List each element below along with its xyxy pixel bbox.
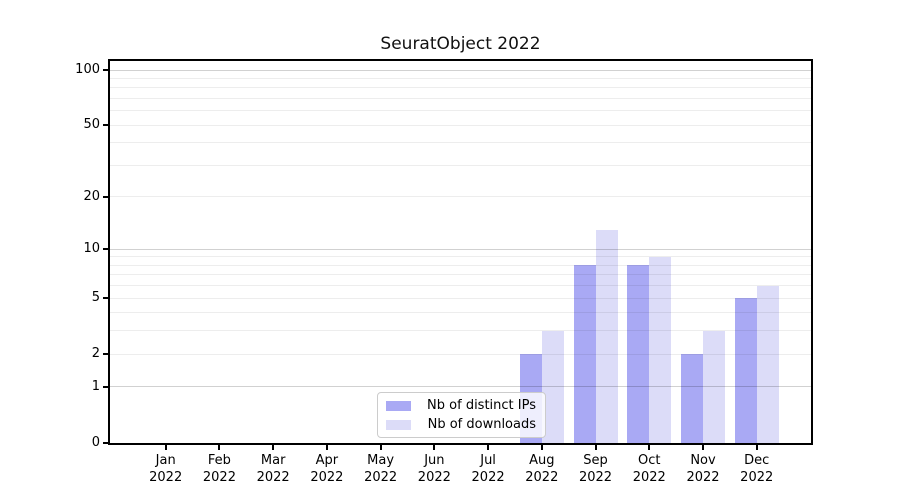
gridline-minor — [110, 330, 811, 332]
y-tick — [103, 297, 110, 300]
plot-area — [108, 59, 813, 445]
chart-title: SeuratObject 2022 — [380, 34, 541, 54]
legend-entry-distinct-ips: Nb of distinct IPs — [386, 398, 536, 413]
x-tick-label: Dec 2022 — [740, 453, 774, 485]
x-tick — [540, 443, 543, 450]
bars-layer — [110, 61, 811, 443]
bar-distinct-ips-sep — [573, 265, 596, 443]
x-tick-label: Jul 2022 — [471, 453, 505, 485]
gridline-minor — [110, 264, 811, 266]
x-tick — [325, 443, 328, 450]
gridline-minor — [110, 285, 811, 287]
y-tick-label: 0 — [91, 435, 100, 450]
gridline-minor — [110, 353, 811, 355]
bar-distinct-ips-dec — [734, 298, 757, 443]
x-tick — [702, 443, 704, 450]
bar-downloads-sep — [595, 229, 618, 443]
grid-layer — [110, 61, 811, 443]
legend-swatch-distinct-ips — [386, 400, 411, 411]
y-tick-label: 2 — [91, 346, 100, 362]
y-tick-label: 100 — [75, 62, 100, 78]
gridline-major — [110, 386, 811, 388]
x-tick — [218, 443, 221, 450]
bar-downloads-nov — [703, 330, 725, 443]
y-tick-label: 20 — [83, 188, 100, 204]
x-tick — [272, 443, 275, 450]
gridline-minor — [110, 297, 811, 299]
x-tick-label: Oct 2022 — [632, 453, 666, 485]
legend-label-downloads: Nb of downloads — [427, 417, 536, 432]
x-tick-label: Apr 2022 — [310, 453, 344, 485]
gridline-minor — [110, 98, 811, 100]
gridline-major — [110, 248, 811, 250]
x-tick-label: Jan 2022 — [149, 453, 183, 485]
gridline-minor — [110, 87, 811, 89]
x-tick — [487, 443, 490, 450]
bar-downloads-dec — [756, 285, 779, 443]
gridline-minor — [110, 142, 811, 144]
x-tick — [755, 443, 758, 450]
x-tick-label: Nov 2022 — [686, 453, 720, 485]
x-tick-label: Feb 2022 — [202, 453, 236, 485]
legend-entry-downloads: Nb of downloads — [386, 417, 536, 432]
gridline-minor — [110, 274, 811, 276]
x-tick — [433, 443, 436, 450]
y-tick — [103, 353, 110, 356]
bar-distinct-ips-nov — [681, 354, 703, 443]
y-tick — [103, 195, 110, 198]
gridline-minor — [110, 312, 811, 314]
gridline-minor — [110, 124, 811, 126]
bar-downloads-oct — [649, 256, 672, 443]
y-tick — [103, 385, 110, 388]
x-tick-label: Aug 2022 — [525, 453, 559, 485]
x-tick-label: May 2022 — [364, 453, 398, 485]
gridline-minor — [110, 110, 811, 112]
x-tick — [648, 443, 651, 450]
y-tick-label: 50 — [83, 117, 100, 133]
gridline-minor — [110, 256, 811, 258]
y-tick-label: 5 — [91, 290, 100, 306]
y-tick — [103, 248, 110, 251]
legend-label-distinct-ips: Nb of distinct IPs — [427, 398, 536, 413]
bar-downloads-aug — [541, 330, 564, 443]
bar-distinct-ips-oct — [627, 265, 650, 443]
y-tick — [103, 69, 110, 72]
x-tick — [164, 443, 167, 450]
gridline-minor — [110, 165, 811, 166]
x-tick — [594, 443, 597, 450]
y-tick — [103, 442, 110, 444]
gridline-major — [110, 69, 811, 71]
y-tick-label: 10 — [83, 241, 100, 257]
y-tick-label: 1 — [91, 378, 100, 394]
y-tick — [103, 124, 110, 127]
legend: Nb of distinct IPs Nb of downloads — [377, 392, 546, 438]
x-tick-label: Jun 2022 — [417, 453, 451, 485]
gridline-minor — [110, 77, 811, 79]
legend-swatch-downloads — [386, 419, 411, 430]
gridline-minor — [110, 196, 811, 198]
x-tick-label: Mar 2022 — [256, 453, 290, 485]
x-tick-label: Sep 2022 — [578, 453, 613, 485]
x-tick — [379, 443, 382, 450]
